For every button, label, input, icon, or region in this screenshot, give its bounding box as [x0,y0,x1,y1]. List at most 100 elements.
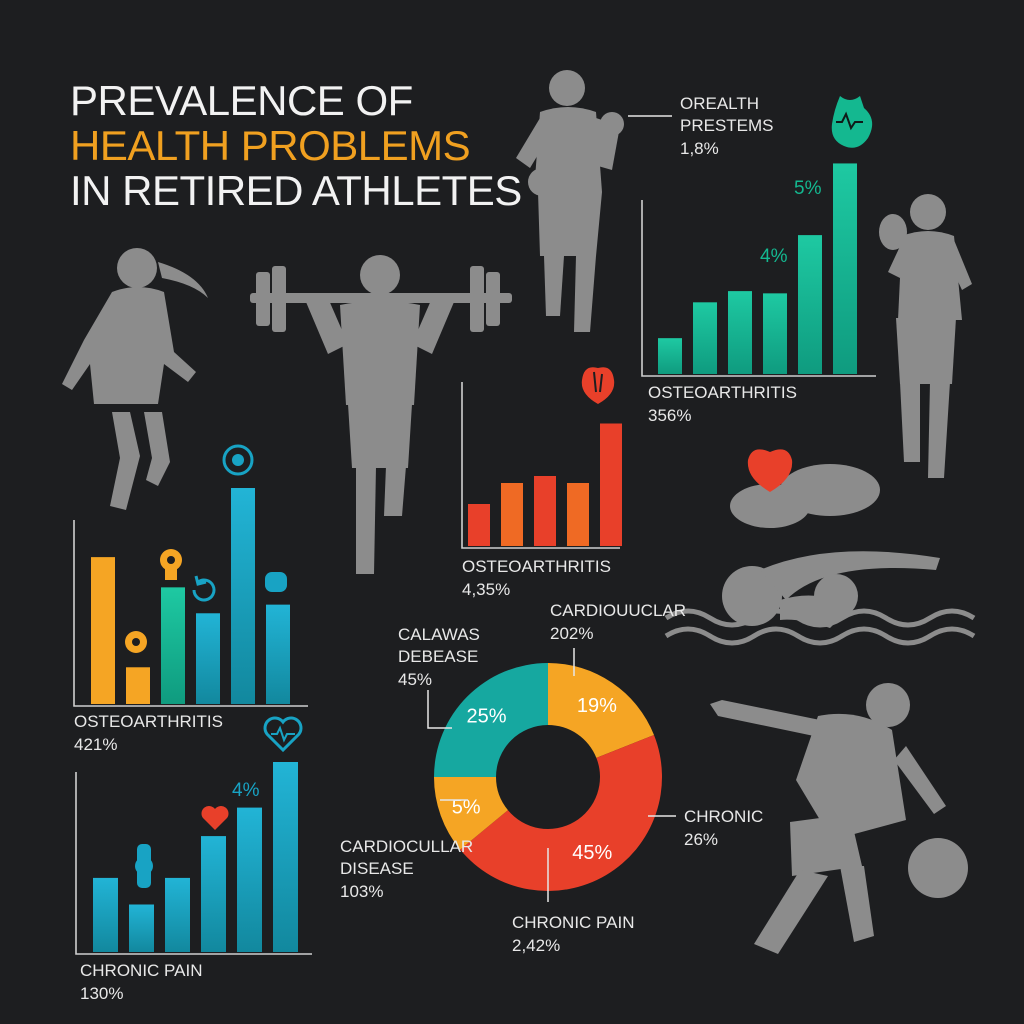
label-value: 4,35% [462,580,510,599]
label-line: OSTEOARTHRITIS [648,383,797,402]
bar [468,504,490,546]
donut-slice [548,663,654,758]
label-value: 421% [74,735,117,754]
label-line: OSTEOARTHRITIS [74,712,223,731]
bar [658,338,682,374]
donut-chart: 19% 45% 5% 25% [434,663,662,891]
player-silhouette-top [516,70,624,332]
bar [231,488,255,704]
label-line: CHRONIC PAIN [80,961,202,980]
water-waves [664,608,976,646]
bar [501,483,523,546]
label-value: 45% [398,670,432,689]
axis-bottom-left [75,772,312,955]
axis-left [73,520,308,707]
label-top-right-upper: OREALTH PRESTEMS 1,8% [628,94,774,158]
title-line-3: IN RETIRED ATHLETES [70,167,522,214]
axis-middle [461,382,620,549]
bar [833,163,857,374]
refresh-icon [192,575,216,602]
label-line: OSTEOARTHRITIS [462,557,611,576]
swimmer-silhouettes [722,464,940,628]
bar [126,667,150,704]
title-block: PREVALENCE OF HEALTH PROBLEMS IN RETIRED… [70,77,522,214]
bar [273,762,298,952]
donut-slice [434,777,508,850]
anatomical-heart-icon [581,367,615,404]
charts-layer: 19% 45% 5% 25% [91,163,857,952]
bar [567,483,589,546]
label-value: 202% [550,624,593,643]
target-icon [222,444,254,476]
label-value: 2,42% [512,936,560,955]
chart-axes [73,200,876,955]
bar [798,235,822,374]
label-line: OREALTH [680,94,759,113]
donut-slice-label: 5% [452,796,481,818]
label-line: DISEASE [340,859,414,878]
axis-top-right [641,200,876,377]
hand-icon [265,572,287,592]
label-line: CALAWAS [398,625,480,644]
label-value: 103% [340,882,383,901]
bar-chart-bottom_left [93,762,298,952]
donut-label-right: CHRONIC 26% [648,807,763,849]
bar-data-label: 5% [794,178,822,199]
label-line: CARDIOCULLAR [340,837,473,856]
bar-data-label: 4% [232,780,260,801]
medal-icon [160,549,182,580]
donut-slice-label: 45% [572,842,612,864]
bar-data-label: 4% [760,246,788,267]
label-value: 26% [684,830,718,849]
bar [693,302,717,374]
bar [91,557,115,704]
bar [196,613,220,704]
donut-label-top-left: CALAWAS DEBEASE 45% [398,625,480,729]
gear-icon [125,631,147,653]
stomach-icon [831,96,873,148]
label-left-chart: OSTEOARTHRITIS 421% [74,712,223,754]
bar [165,877,190,952]
weightlifter-silhouette [250,255,512,574]
heartbeat-icon [263,716,303,753]
bar [266,604,290,704]
athlete-silhouettes [62,70,976,954]
label-value: 1,8% [680,139,719,158]
donut-slice [434,663,548,777]
bar [600,423,622,546]
bar [201,836,226,952]
dribbler-silhouette [710,683,968,954]
bar-chart-left [91,488,290,704]
heart-icon [201,806,229,830]
donut-slice-label: 25% [466,705,506,727]
bar [129,904,154,952]
donut-slice [460,735,662,891]
bar [534,476,556,546]
label-bottom-left-chart: CHRONIC PAIN 130% 4% [80,780,260,1003]
runner-silhouette [62,248,208,510]
donut-label-bottom: CHRONIC PAIN 2,42% [512,848,634,955]
donut-slice-label: 19% [577,695,617,717]
anatomical-heart-icon-2 [747,449,793,492]
bar [763,293,787,374]
joint-icon [135,844,153,888]
donut-label-bottom-left: CARDIOCULLAR DISEASE 103% [340,799,473,901]
bar [237,807,262,952]
title-line-1: PREVALENCE OF [70,77,413,124]
label-line: PRESTEMS [680,116,774,135]
label-value: 356% [648,406,691,425]
bar-chart-middle [468,423,622,546]
label-line: DEBEASE [398,647,478,666]
label-line: CHRONIC PAIN [512,913,634,932]
bar-chart-top_right [658,163,857,374]
bar [728,291,752,374]
label-line: CHRONIC [684,807,763,826]
label-value: 130% [80,984,123,1003]
title-line-2: HEALTH PROBLEMS [70,122,470,169]
bar [93,877,118,952]
label-line: CARDIOUUCLAR [550,601,686,620]
label-top-right-chart: OSTEOARTHRITIS 356% 4% 5% [648,178,822,425]
donut-label-top-right: CARDIOUUCLAR 202% [550,601,686,676]
player-silhouette-right [879,194,972,478]
